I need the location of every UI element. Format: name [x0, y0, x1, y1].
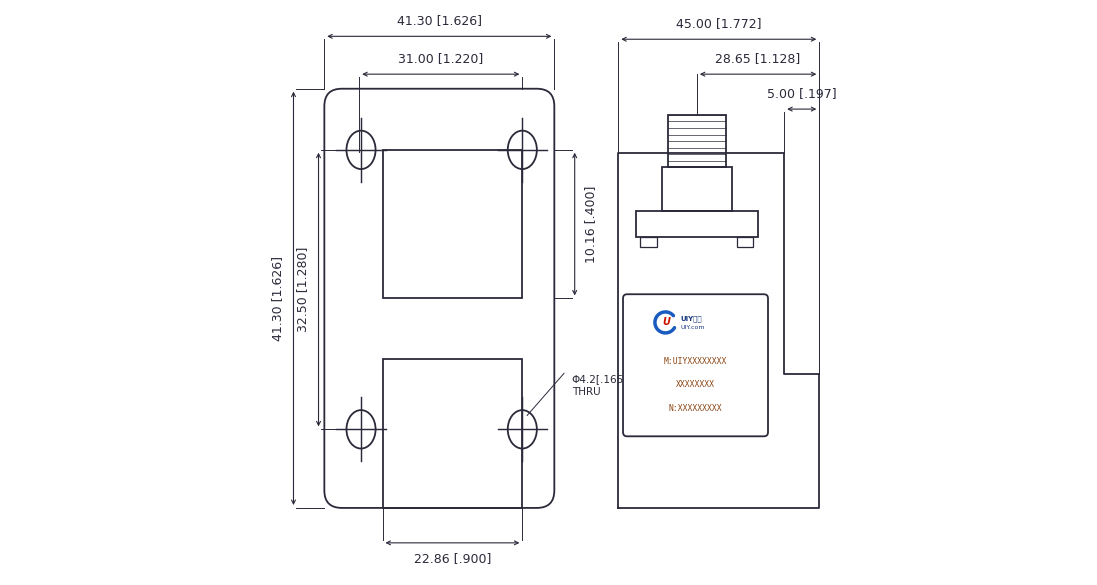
Bar — [383, 150, 522, 298]
Text: 45.00 [1.772]: 45.00 [1.772] — [676, 17, 761, 30]
Bar — [737, 237, 754, 247]
Text: 41.30 [1.626]: 41.30 [1.626] — [397, 14, 482, 27]
FancyBboxPatch shape — [623, 294, 768, 436]
Bar — [383, 359, 522, 508]
Text: 32.50 [1.280]: 32.50 [1.280] — [296, 247, 309, 332]
Text: M:UIYXXXXXXXX: M:UIYXXXXXXXX — [664, 357, 727, 366]
Bar — [668, 115, 726, 167]
Bar — [636, 211, 758, 237]
Text: 5.00 [.197]: 5.00 [.197] — [767, 87, 837, 100]
Bar — [641, 237, 657, 247]
Text: XXXXXXXX: XXXXXXXX — [676, 380, 715, 388]
Text: UIY优源: UIY优源 — [680, 316, 702, 322]
Text: 22.86 [.900]: 22.86 [.900] — [414, 552, 491, 565]
Text: UIY.com: UIY.com — [680, 325, 705, 330]
Text: 41.30 [1.626]: 41.30 [1.626] — [271, 256, 284, 341]
Text: Φ4.2[.165]
THRU: Φ4.2[.165] THRU — [572, 374, 629, 397]
Text: 10.16 [.400]: 10.16 [.400] — [584, 185, 597, 263]
Text: 28.65 [1.128]: 28.65 [1.128] — [715, 52, 801, 65]
Bar — [661, 167, 732, 211]
Text: N:XXXXXXXXX: N:XXXXXXXXX — [669, 404, 722, 412]
Text: 31.00 [1.220]: 31.00 [1.220] — [398, 52, 484, 65]
Text: U: U — [663, 318, 670, 328]
